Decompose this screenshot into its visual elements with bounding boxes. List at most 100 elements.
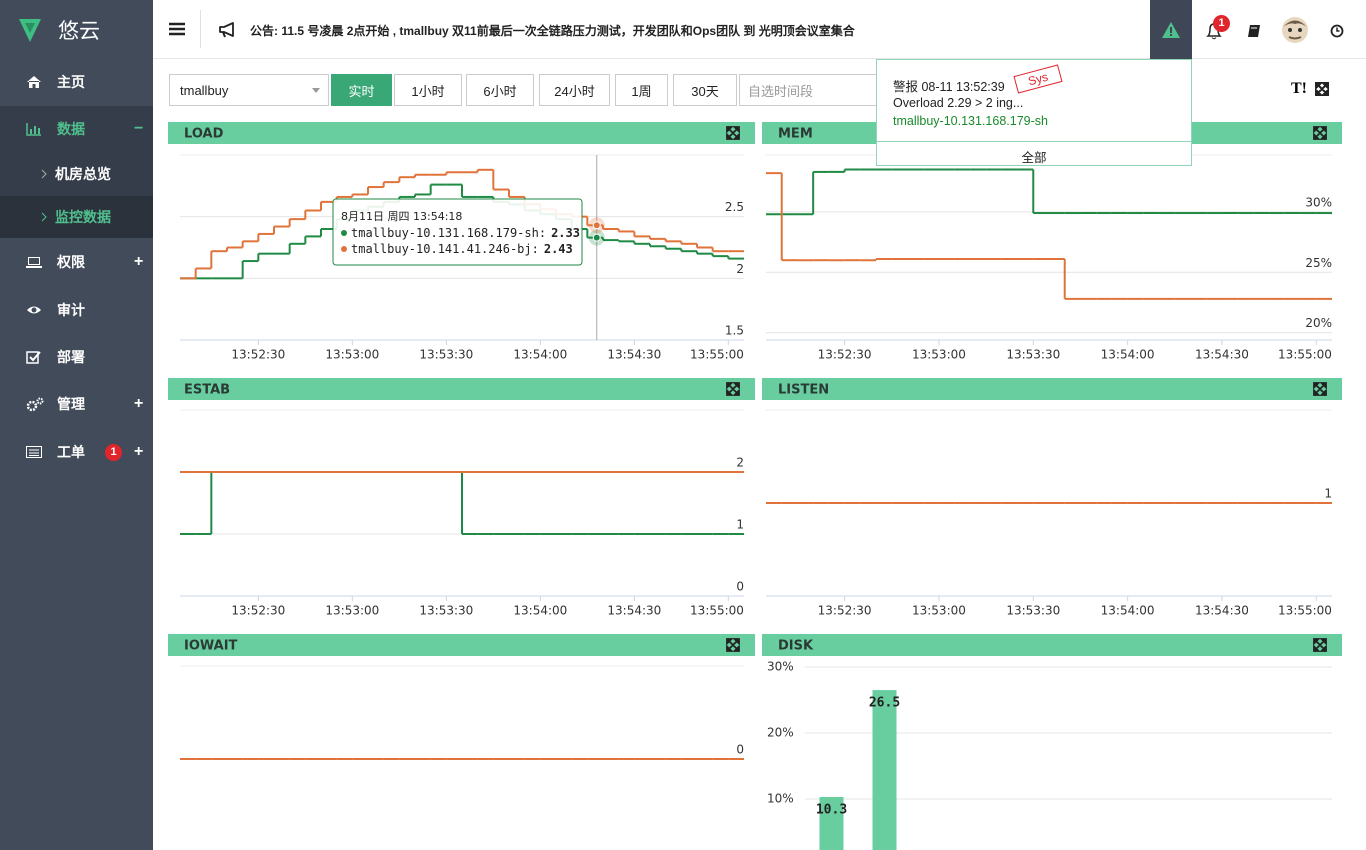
tooltip-value: 2.43 — [544, 242, 573, 256]
icon-home — [26, 75, 42, 89]
y-tick-label: 2 — [736, 262, 744, 276]
panel-header — [762, 378, 1342, 400]
range-button[interactable]: 1小时 — [394, 74, 462, 106]
fullscreen-icon[interactable] — [1315, 82, 1329, 96]
x-tick-label: 13:54:00 — [1101, 348, 1155, 362]
menu-toggle[interactable]: + — [134, 253, 143, 271]
y-tick-label: 0 — [736, 580, 744, 594]
range-button[interactable]: 24小时 — [539, 74, 610, 106]
tooltip-bullet — [341, 246, 347, 252]
panel-title: ESTAB — [184, 383, 230, 398]
y-tick-label: 1 — [1324, 487, 1332, 501]
menu-item[interactable]: 管理 + — [0, 381, 153, 427]
header: 公告: 11.5 号凌晨 2点开始 , tmallbuy 双11前最后一次全链路… — [153, 0, 1366, 59]
menu-label: 数据 — [57, 119, 85, 139]
x-tick-label: 13:53:30 — [419, 604, 473, 618]
menu-item[interactable]: 工单 1 + — [0, 429, 153, 475]
menu-label: 权限 — [57, 252, 85, 272]
range-button[interactable]: 6小时 — [466, 74, 534, 106]
panel-header — [762, 634, 1342, 656]
menu-toggle-icon[interactable] — [169, 22, 185, 36]
menu-item[interactable]: 审计 — [0, 287, 153, 333]
menu-item[interactable]: 数据 − — [0, 106, 153, 152]
menu-label: 审计 — [57, 300, 85, 320]
x-tick-label: 13:54:00 — [513, 348, 567, 362]
book-icon[interactable] — [1247, 24, 1261, 38]
tooltip-separator: : — [532, 242, 539, 256]
y-tick-label: 20% — [1305, 316, 1332, 330]
megaphone-icon — [219, 22, 237, 38]
icon-eye — [26, 303, 42, 317]
icon-check — [26, 350, 42, 364]
x-tick-label: 13:55:00 — [1278, 604, 1332, 618]
clock-icon[interactable] — [1330, 24, 1344, 38]
divider — [200, 10, 201, 48]
x-tick-label: 13:53:00 — [325, 348, 379, 362]
series-line — [766, 170, 1332, 215]
menu-toggle[interactable]: − — [134, 120, 143, 138]
x-tick-label: 13:53:00 — [912, 348, 966, 362]
panel-header — [168, 378, 755, 400]
menu-toggle[interactable]: + — [134, 395, 143, 413]
x-tick-label: 13:54:30 — [607, 348, 661, 362]
hover-marker — [593, 234, 600, 241]
hover-marker — [593, 222, 600, 229]
x-tick-label: 13:53:30 — [419, 348, 473, 362]
icon-chart — [26, 122, 42, 136]
submenu-item[interactable]: 机房总览 — [0, 152, 153, 196]
y-tick-label: 10% — [767, 792, 794, 806]
x-tick-label: 13:54:00 — [513, 604, 567, 618]
alert-button[interactable] — [1150, 0, 1192, 59]
series-line — [766, 173, 1332, 299]
y-tick-label: 2.5 — [725, 200, 744, 214]
tooltip-row: tmallbuy-10.131.168.179-sh:2.33 — [351, 226, 580, 240]
notification-badge: 1 — [1213, 15, 1230, 32]
logo[interactable]: 悠云 — [0, 0, 153, 59]
alert-stamp: Sys — [1013, 64, 1062, 93]
tooltip-series-name: tmallbuy-10.131.168.179-sh — [351, 226, 539, 240]
submenu-item[interactable]: 监控数据 — [0, 196, 153, 238]
panel-title: MEM — [778, 127, 813, 142]
tooltip-value: 2.33 — [551, 226, 580, 240]
y-tick-label: 25% — [1305, 256, 1332, 270]
panel-header — [168, 122, 755, 144]
avatar[interactable] — [1280, 16, 1310, 44]
panel-title: LISTEN — [778, 383, 829, 398]
tooltip-series-name: tmallbuy-10.141.41.246-bj — [351, 242, 532, 256]
menu-label: 工单 — [57, 442, 85, 462]
icon-list — [26, 445, 42, 459]
range-button[interactable]: 1周 — [615, 74, 668, 106]
series-line — [180, 472, 744, 534]
tooltip-bullet — [341, 230, 347, 236]
bar-value-label: 26.5 — [869, 696, 900, 711]
menu-item[interactable]: 权限 + — [0, 239, 153, 285]
y-tick-label: 30% — [1305, 195, 1332, 209]
font-toggle[interactable]: T! — [1291, 80, 1307, 98]
panel-header — [168, 634, 755, 656]
x-tick-label: 13:54:30 — [1195, 604, 1249, 618]
menu-item[interactable]: 主页 — [0, 59, 153, 105]
divider — [877, 141, 1191, 142]
warning-icon — [1162, 22, 1180, 38]
range-button[interactable]: 实时 — [331, 74, 392, 106]
logo-text: 悠云 — [58, 15, 100, 45]
alert-host[interactable]: tmallbuy-10.131.168.179-sh — [893, 114, 1048, 128]
menu-toggle[interactable]: + — [134, 443, 143, 461]
icon-chevron — [41, 212, 47, 222]
menu-item[interactable]: 部署 — [0, 334, 153, 380]
range-button[interactable]: 30天 — [673, 74, 737, 106]
submenu-label: 机房总览 — [55, 164, 111, 184]
icon-gears — [26, 397, 44, 412]
y-tick-label: 20% — [767, 726, 794, 740]
y-tick-label: 2 — [736, 456, 744, 470]
alert-all[interactable]: 全部 — [877, 147, 1191, 166]
tooltip-separator: : — [539, 226, 546, 240]
custom-range-input[interactable]: 自选时间段 — [739, 74, 899, 106]
host-select[interactable]: tmallbuy — [169, 74, 329, 106]
alert-title: 警报 08-11 13:52:39 — [893, 76, 1005, 95]
page: LOAD1.522.513:52:3013:53:0013:53:3013:54… — [0, 0, 1366, 850]
panel-title: DISK — [778, 639, 814, 654]
x-tick-label: 13:55:00 — [690, 604, 744, 618]
alert-popup: 警报 08-11 13:52:39 Sys Overload 2.29 > 2 … — [876, 59, 1192, 166]
x-tick-label: 13:52:30 — [818, 604, 872, 618]
